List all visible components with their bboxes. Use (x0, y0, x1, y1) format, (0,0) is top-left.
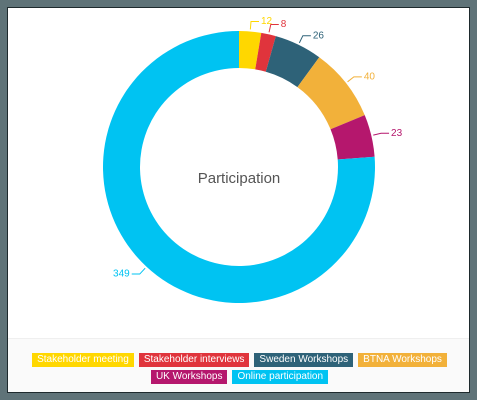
legend-item-stakeholder-meeting[interactable]: Stakeholder meeting (32, 353, 134, 367)
legend-item-online-participation[interactable]: Online participation (232, 370, 329, 384)
leader-line-sweden-workshops (298, 35, 311, 44)
legend-item-sweden-workshops[interactable]: Sweden Workshops (254, 353, 354, 367)
data-label-uk-workshops: 23 (391, 128, 403, 139)
data-label-stakeholder-interviews: 8 (281, 19, 287, 30)
slice-sweden-workshops[interactable] (265, 36, 320, 88)
slice-stakeholder-interviews[interactable] (255, 32, 276, 72)
leader-line-btna-workshops (347, 76, 362, 83)
leader-line-stakeholder-interviews (268, 24, 279, 33)
data-label-sweden-workshops: 26 (313, 30, 325, 41)
slice-stakeholder-meeting[interactable] (239, 31, 262, 70)
slice-btna-workshops[interactable] (297, 57, 365, 130)
chart-title: Participation (198, 170, 281, 187)
legend-item-uk-workshops[interactable]: UK Workshops (150, 370, 228, 384)
chart-panel: 12 8 26 40 23 349 Participation Stakeholder m… (7, 7, 470, 393)
chart-legend: Stakeholder meeting Stakeholder interview… (8, 338, 469, 392)
leader-line-stakeholder-meeting (249, 20, 260, 30)
data-label-online-participation: 349 (113, 269, 130, 280)
legend-item-stakeholder-interviews[interactable]: Stakeholder interviews (138, 353, 250, 367)
data-label-stakeholder-meeting: 12 (261, 16, 273, 27)
leader-line-uk-workshops (373, 132, 390, 136)
data-label-btna-workshops: 40 (364, 72, 376, 83)
donut-chart: 12 8 26 40 23 349 Participation (103, 16, 403, 303)
legend-item-btna-workshops[interactable]: BTNA Workshops (358, 353, 447, 367)
leader-line-online-participation (131, 267, 146, 275)
slice-uk-workshops[interactable] (330, 115, 375, 160)
